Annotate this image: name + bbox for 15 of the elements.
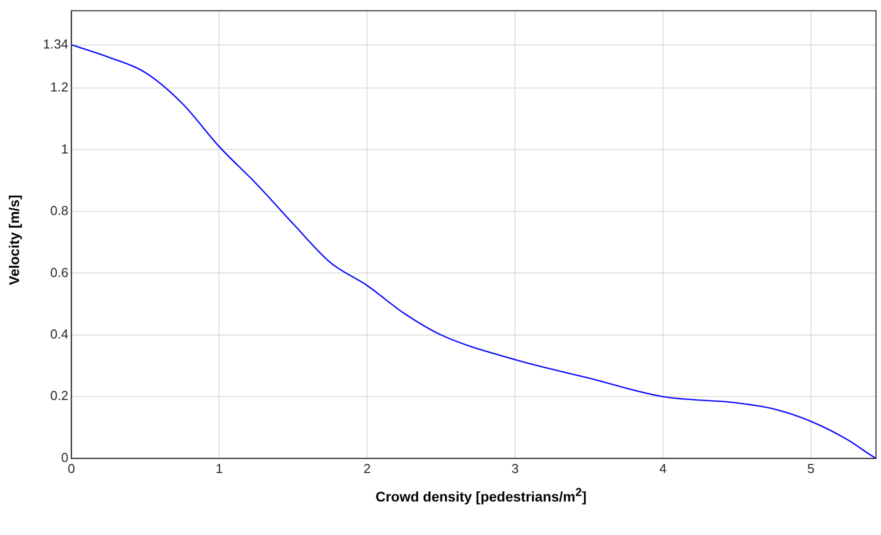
y-tick-label: 0.2 xyxy=(50,388,68,404)
x-tick-label: 2 xyxy=(364,460,371,476)
x-tick-label: 3 xyxy=(511,460,519,476)
y-tick-label: 1 xyxy=(61,141,68,156)
y-tick-label: 1.34 xyxy=(42,36,68,52)
y-tick-label: 0 xyxy=(61,450,68,465)
x-tick-label: 1 xyxy=(216,460,223,476)
y-tick-label: 1.2 xyxy=(50,80,68,95)
x-tick-label: 4 xyxy=(659,460,667,476)
y-tick-label: 0.4 xyxy=(50,326,68,342)
y-tick-label: 0.8 xyxy=(50,203,68,218)
y-tick-label: 0.6 xyxy=(50,264,68,280)
x-tick-label: 5 xyxy=(807,460,815,476)
x-axis-title: Crowd density [pedestrians/m$^{2}$] xyxy=(374,486,588,505)
y-axis-title: Velocity [m/s] xyxy=(6,194,22,286)
